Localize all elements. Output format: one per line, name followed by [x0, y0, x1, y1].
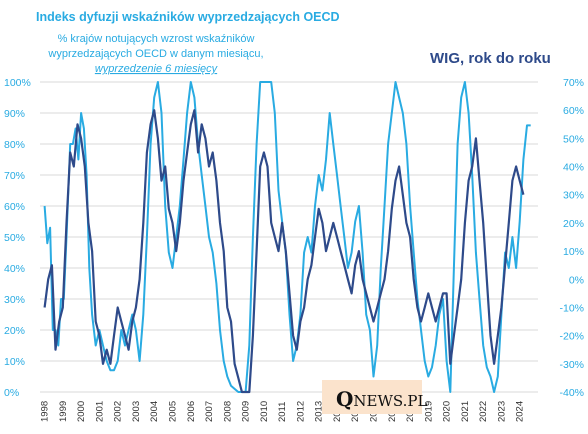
left-tick-label: 100%	[4, 77, 31, 89]
x-tick-label: 2002	[113, 401, 124, 422]
left-tick-label: 10%	[4, 356, 25, 368]
left-axis: 0% 10% 20% 30% 40% 50% 60% 70% 80% 90% 100%	[4, 77, 31, 399]
right-tick-label: -30%	[559, 359, 584, 371]
x-tick-label: 1999	[58, 401, 69, 422]
lag-note: wyprzedzenie 6 miesięcy	[95, 63, 219, 75]
x-tick-label: 2009	[241, 401, 252, 422]
chart-subtitle-line-1: % krajów notujących wzrost wskaźników	[58, 33, 255, 45]
x-tick-label: 2000	[76, 401, 87, 422]
x-tick-label: 2013	[314, 401, 325, 422]
right-tick-label: 50%	[563, 133, 584, 145]
chart-title: Indeks dyfuzji wskaźników wyprzedzającyc…	[36, 10, 340, 24]
x-tick-label: 2011	[277, 402, 288, 422]
left-tick-label: 0%	[4, 387, 19, 399]
right-series-title: WIG, rok do roku	[430, 50, 551, 67]
right-tick-label: 60%	[563, 105, 584, 117]
left-tick-label: 30%	[4, 294, 25, 306]
left-tick-label: 70%	[4, 170, 25, 182]
x-axis: 1998 1999 2000 2001 2002 2003 2004 2005 2006 2007…	[40, 401, 526, 422]
x-tick-label: 1998	[40, 401, 51, 422]
series-line-diffusion-index	[43, 81, 531, 393]
left-tick-label: 90%	[4, 108, 25, 120]
right-tick-label: -10%	[559, 302, 584, 314]
left-tick-label: 80%	[4, 139, 25, 151]
right-tick-label: 40%	[563, 162, 584, 174]
x-tick-label: 2022	[478, 401, 489, 422]
x-tick-label: 2023	[496, 401, 507, 422]
x-tick-label: 2024	[515, 401, 526, 422]
chart-subtitle-line-2: wyprzedzających OECD w danym miesiącu,	[47, 48, 263, 60]
logo-text: QNEWS.PL	[336, 387, 428, 411]
right-tick-label: 30%	[563, 190, 584, 202]
logo-background	[322, 380, 422, 414]
x-tick-label: 2010	[259, 401, 270, 422]
right-tick-label: 0%	[569, 274, 584, 286]
right-tick-label: 70%	[563, 77, 584, 89]
x-tick-label: 2005	[167, 401, 178, 422]
right-axis: -40% -30% -20% -10% 0% 10% 20% 30% 40% 50% 60% 70%	[559, 77, 584, 399]
right-tick-label: 20%	[563, 218, 584, 230]
left-tick-label: 60%	[4, 201, 25, 213]
x-tick-label: 2001	[94, 401, 105, 422]
x-tick-label: 2020	[442, 401, 453, 422]
right-tick-label: 10%	[563, 246, 584, 258]
x-tick-label: 2006	[186, 401, 197, 422]
series-group	[43, 81, 531, 394]
left-tick-label: 40%	[4, 263, 25, 275]
x-tick-label: 2004	[149, 401, 160, 422]
left-tick-label: 50%	[4, 232, 25, 244]
x-tick-label: 2003	[131, 401, 142, 422]
logo-rest: NEWS.PL	[353, 392, 427, 410]
x-tick-label: 2007	[204, 401, 215, 422]
x-tick-label: 2012	[295, 401, 306, 422]
qnews-logo: QNEWS.PL	[322, 380, 428, 414]
right-tick-label: -40%	[559, 387, 584, 399]
x-tick-label: 2021	[460, 401, 471, 422]
left-tick-label: 20%	[4, 325, 25, 337]
series-line-wig-yoy	[43, 109, 525, 394]
logo-q-letter: Q	[336, 387, 353, 411]
x-tick-label: 2019	[423, 401, 434, 422]
x-tick-label: 2008	[222, 401, 233, 422]
right-tick-label: -20%	[559, 331, 584, 343]
